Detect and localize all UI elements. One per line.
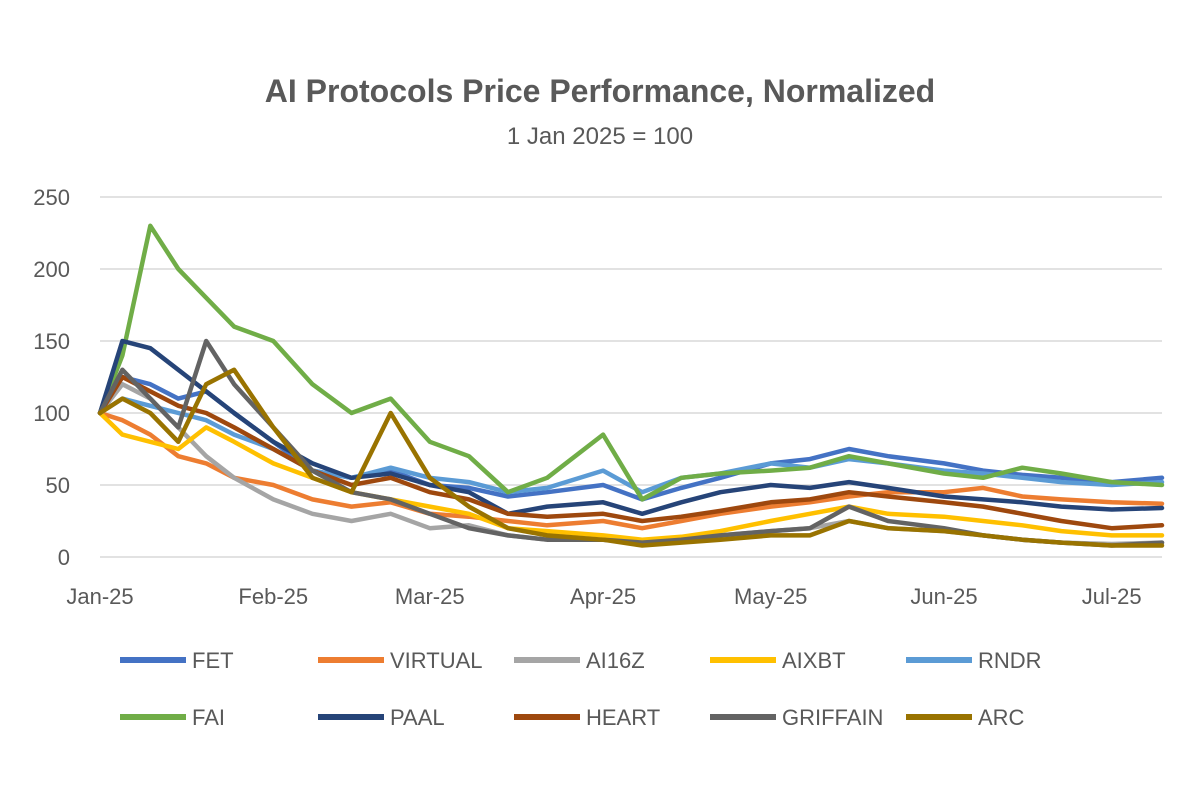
series-line-heart (97, 374, 1165, 531)
legend-label: FAI (192, 705, 225, 730)
y-tick-label: 200 (33, 257, 70, 282)
legend-item-paal: PAAL (318, 705, 445, 730)
legend-label: ARC (978, 705, 1025, 730)
legend-item-arc: ARC (906, 705, 1025, 730)
legend-item-fet: FET (120, 648, 234, 673)
legend-item-aixbt: AIXBT (710, 648, 846, 673)
legend-label: AI16Z (586, 648, 645, 673)
series-line-arc (97, 367, 1165, 548)
chart-title: AI Protocols Price Performance, Normaliz… (265, 73, 935, 109)
legend-label: AIXBT (782, 648, 846, 673)
series-line-fai (97, 223, 1165, 502)
series-line-paal (97, 338, 1165, 517)
legend-item-ai16z: AI16Z (514, 648, 645, 673)
x-tick-label: Jun-25 (910, 584, 977, 609)
y-tick-label: 50 (46, 473, 70, 498)
x-tick-label: Jul-25 (1082, 584, 1142, 609)
x-axis-ticks: Jan-25 Feb-25 Mar-25 Apr-25 May-25 Jun-25 Jul-… (66, 584, 1141, 609)
chart-subtitle: 1 Jan 2025 = 100 (507, 123, 693, 150)
y-tick-label: 150 (33, 329, 70, 354)
legend-item-virtual: VIRTUAL (318, 648, 483, 673)
x-tick-label: Apr-25 (570, 584, 636, 609)
series-line-rndr (97, 396, 1165, 495)
series-lines (97, 223, 1165, 548)
x-tick-label: Mar-25 (395, 584, 465, 609)
legend-label: VIRTUAL (390, 648, 483, 673)
legend-label: PAAL (390, 705, 445, 730)
y-tick-label: 250 (33, 185, 70, 210)
x-tick-label: Jan-25 (66, 584, 133, 609)
y-tick-label: 0 (58, 545, 70, 570)
legend-item-fai: FAI (120, 705, 225, 730)
x-tick-label: May-25 (734, 584, 807, 609)
series-line-aixbt (97, 410, 1165, 542)
legend: FET VIRTUAL AI16Z AIXBT RNDR FAI PAAL HEART GRIF… (120, 648, 1042, 730)
legend-label: RNDR (978, 648, 1042, 673)
legend-item-griffain: GRIFFAIN (710, 705, 883, 730)
legend-label: GRIFFAIN (782, 705, 883, 730)
legend-item-rndr: RNDR (906, 648, 1042, 673)
series-line-virtual (97, 410, 1165, 531)
legend-item-heart: HEART (514, 705, 660, 730)
legend-label: FET (192, 648, 234, 673)
y-tick-label: 100 (33, 401, 70, 426)
y-axis-ticks: 0 50 100 150 200 250 (33, 185, 70, 570)
x-tick-label: Feb-25 (238, 584, 308, 609)
legend-label: HEART (586, 705, 660, 730)
